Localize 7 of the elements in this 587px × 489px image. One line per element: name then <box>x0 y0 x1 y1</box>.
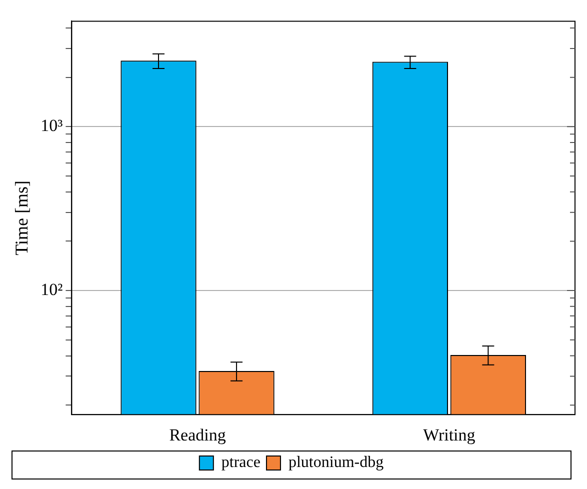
y-axis-title: Time [ms] <box>12 180 32 256</box>
y-tick-label: 10³ <box>40 116 63 136</box>
x-tick-label: Writing <box>423 425 476 444</box>
x-tick-label: Reading <box>169 425 226 444</box>
legend-label: plutonium-dbg <box>288 454 384 472</box>
y-tick-label: 10² <box>40 280 63 300</box>
legend-label: ptrace <box>221 454 260 472</box>
